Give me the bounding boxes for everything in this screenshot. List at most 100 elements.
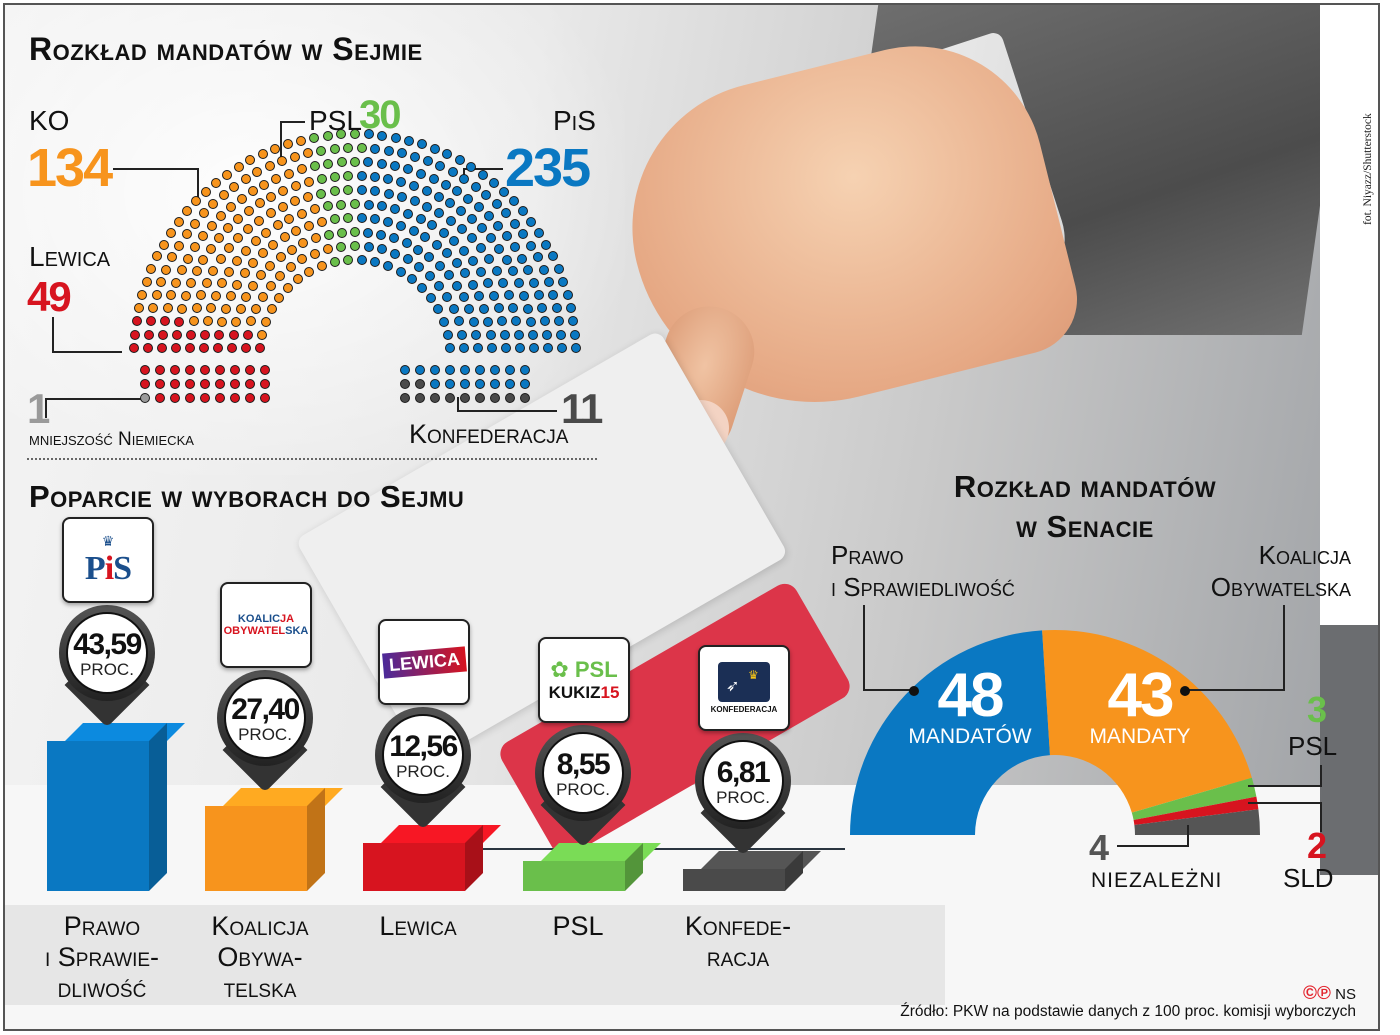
seat-dot bbox=[390, 132, 401, 143]
seat-dot bbox=[181, 290, 192, 301]
seat-dot bbox=[215, 365, 225, 375]
seat-dot bbox=[424, 252, 435, 263]
seat-dot bbox=[336, 241, 347, 252]
seat-dot bbox=[206, 220, 217, 231]
seat-dot bbox=[390, 161, 401, 172]
seat-dot bbox=[230, 393, 240, 403]
support-unit: PROC. bbox=[556, 780, 610, 799]
seat-dot bbox=[202, 316, 213, 327]
pis-leader-line bbox=[463, 168, 503, 180]
seat-dot bbox=[277, 156, 288, 167]
seat-dot bbox=[198, 254, 209, 265]
seat-dot bbox=[445, 198, 456, 209]
seat-dot bbox=[427, 220, 438, 231]
seat-dot bbox=[257, 248, 268, 259]
seat-dot bbox=[323, 229, 334, 240]
support-bar bbox=[205, 788, 343, 891]
seat-dot bbox=[309, 204, 320, 215]
seat-dot bbox=[316, 145, 327, 156]
seat-dot bbox=[201, 277, 212, 288]
seat-dot bbox=[542, 343, 553, 354]
seat-dot bbox=[534, 227, 545, 238]
seat-dot bbox=[356, 213, 367, 224]
seat-dot bbox=[482, 316, 493, 327]
seat-dot bbox=[170, 379, 180, 389]
seat-dot bbox=[161, 264, 172, 275]
seat-dot bbox=[293, 273, 304, 284]
pis-label: PiS bbox=[553, 105, 596, 136]
seat-dot bbox=[298, 238, 309, 249]
seat-dot bbox=[433, 280, 444, 291]
seat-dot bbox=[363, 129, 374, 140]
seat-dot bbox=[322, 244, 333, 255]
seat-dot bbox=[215, 211, 226, 222]
seat-dot bbox=[171, 277, 182, 288]
seat-dot bbox=[247, 186, 258, 197]
ballot-slot-line bbox=[475, 848, 845, 850]
seat-dot bbox=[228, 330, 239, 341]
seat-dot bbox=[475, 393, 485, 403]
seat-dot bbox=[508, 196, 519, 207]
seat-dot bbox=[434, 208, 445, 219]
seat-dot bbox=[438, 227, 449, 238]
seat-dot bbox=[316, 188, 327, 199]
seat-dot bbox=[497, 316, 508, 327]
seat-dot bbox=[309, 248, 320, 259]
seat-dot bbox=[370, 143, 381, 154]
seat-dot bbox=[243, 205, 254, 216]
seat-dot bbox=[429, 143, 440, 154]
seat-dot bbox=[254, 215, 265, 226]
support-value: 8,55 bbox=[556, 748, 611, 781]
seat-dot bbox=[157, 343, 168, 354]
seat-dot bbox=[343, 213, 354, 224]
seat-dot bbox=[302, 148, 313, 159]
seat-dot bbox=[526, 216, 537, 227]
support-bar bbox=[683, 851, 821, 891]
seat-dot bbox=[137, 289, 148, 300]
seat-dot bbox=[159, 316, 170, 327]
seat-dot bbox=[343, 255, 354, 266]
seat-dot bbox=[376, 201, 387, 212]
seat-dot bbox=[562, 289, 573, 300]
support-unit: PROC. bbox=[396, 762, 450, 781]
seat-dot bbox=[464, 304, 475, 315]
seat-dot bbox=[377, 244, 388, 255]
seat-dot bbox=[470, 181, 481, 192]
seat-dot bbox=[434, 260, 445, 271]
seat-dot bbox=[442, 329, 453, 340]
party-logo: KOALICJA OBYWATELSKA bbox=[220, 582, 312, 668]
seat-dot bbox=[185, 365, 195, 375]
seat-dot bbox=[541, 239, 552, 250]
seat-dot bbox=[279, 232, 290, 243]
sejm-title: Rozkład mandatów w Sejmie bbox=[29, 31, 423, 67]
seat-dot bbox=[448, 303, 459, 314]
seat-dot bbox=[447, 167, 458, 178]
seat-dot bbox=[214, 233, 225, 244]
seat-dot bbox=[275, 270, 286, 281]
seat-dot bbox=[289, 151, 300, 162]
seat-dot bbox=[435, 161, 446, 172]
seat-dot bbox=[158, 329, 169, 340]
seat-dot bbox=[145, 316, 156, 327]
seat-dot bbox=[409, 181, 420, 192]
seat-dot bbox=[466, 162, 477, 173]
seat-dot bbox=[226, 291, 237, 302]
seat-dot bbox=[472, 343, 483, 354]
seat-dot bbox=[296, 135, 307, 146]
photo-credit: fot. Niyazz/Shutterstock bbox=[1362, 113, 1374, 225]
seat-dot bbox=[182, 253, 193, 264]
seat-dot bbox=[499, 329, 510, 340]
seat-dot bbox=[233, 214, 244, 225]
seat-dot bbox=[414, 261, 425, 272]
seat-dot bbox=[185, 379, 195, 389]
seat-dot bbox=[528, 277, 539, 288]
seat-dot bbox=[466, 233, 477, 244]
seat-dot bbox=[522, 303, 533, 314]
seat-dot bbox=[261, 227, 272, 238]
seat-dot bbox=[152, 251, 163, 262]
seat-dot bbox=[570, 329, 581, 340]
seat-dot bbox=[186, 329, 197, 340]
seat-dot bbox=[303, 177, 314, 188]
seat-dot bbox=[570, 343, 581, 354]
seat-dot bbox=[214, 329, 225, 340]
